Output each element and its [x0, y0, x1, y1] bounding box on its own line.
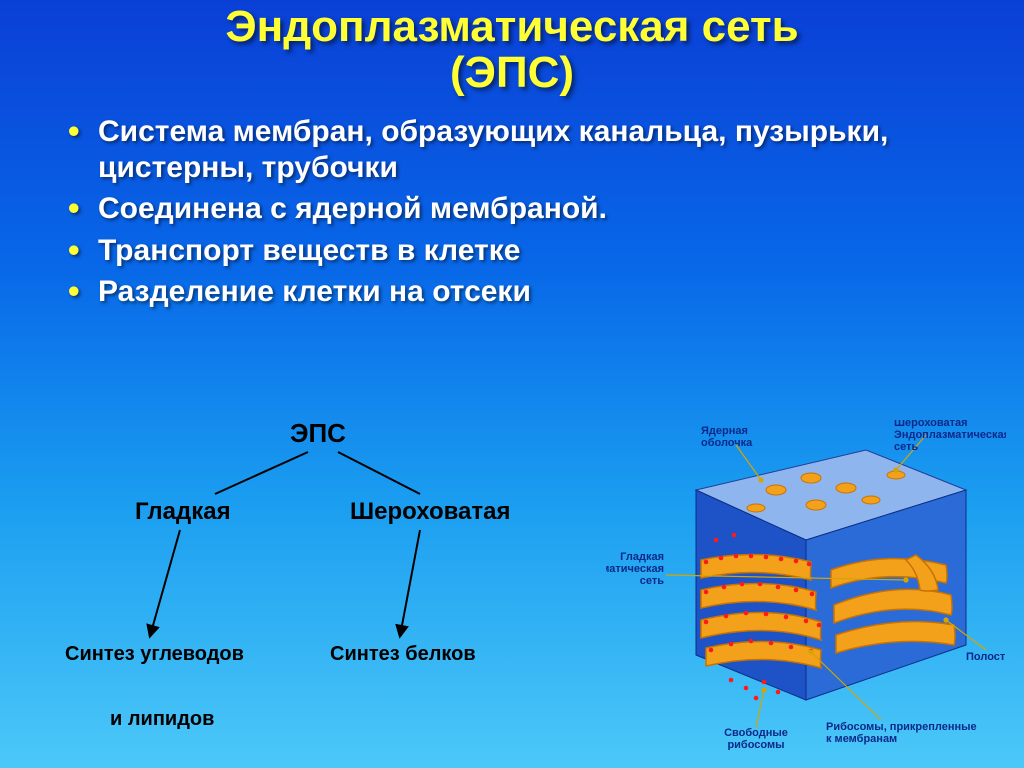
bullet-list: Система мембран, образующих канальца, пу… [68, 114, 984, 309]
concept-tree: ЭПС Гладкая Шероховатая Синтез углеводов… [40, 418, 610, 748]
slide: Эндоплазматическая сеть (ЭПС) Система ме… [0, 0, 1024, 768]
bullet-text: Соединена с ядерной мембраной. [98, 192, 607, 225]
er-svg: Ядернаяоболочка ШероховатаяЭндоплазматич… [606, 420, 1006, 750]
bullet-text: Разделение клетки на отсеки [98, 275, 531, 308]
tree-line [215, 452, 308, 494]
bullet-item: Система мембран, образующих канальца, пу… [68, 114, 984, 185]
tree-root: ЭПС [290, 418, 346, 449]
title-line-2: (ЭПС) [40, 50, 984, 96]
label-smooth-er: ГладкаяЭндоплазматическаясеть [606, 551, 664, 587]
tree-arrow [150, 530, 180, 636]
bullet-text: Система мембран, образующих канальца, пу… [98, 115, 888, 183]
tree-arrow [400, 530, 420, 636]
label-free-ribosomes: Свободныерибосомы [724, 727, 788, 750]
tree-branch-rough: Шероховатая [350, 498, 511, 526]
bullet-item: Разделение клетки на отсеки [68, 274, 984, 309]
er-illustration: Ядернаяоболочка ШероховатаяЭндоплазматич… [606, 420, 1006, 750]
label-rough-er: ШероховатаяЭндоплазматическаясеть [894, 420, 1006, 453]
bullet-item: Транспорт веществ в клетке [68, 233, 984, 268]
label-attached-ribosomes: Рибосомы, прикрепленныек мембранам [826, 721, 977, 745]
label-cavities: Полости [966, 651, 1006, 663]
bullet-text: Транспорт веществ в клетке [98, 234, 520, 267]
tree-arrows [40, 418, 610, 748]
label-nuclear-envelope: Ядернаяоболочка [701, 425, 753, 449]
tree-line [338, 452, 420, 494]
slide-title: Эндоплазматическая сеть (ЭПС) [40, 0, 984, 96]
tree-leaf-proteins: Синтез белков [330, 643, 476, 666]
tree-leaf-carbs: Синтез углеводов [65, 643, 244, 666]
title-line-1: Эндоплазматическая сеть [40, 4, 984, 50]
tree-branch-smooth: Гладкая [135, 498, 231, 526]
tree-leaf-extra: и липидов [110, 708, 214, 731]
bullet-item: Соединена с ядерной мембраной. [68, 191, 984, 226]
smooth-er-tubules [831, 555, 955, 653]
